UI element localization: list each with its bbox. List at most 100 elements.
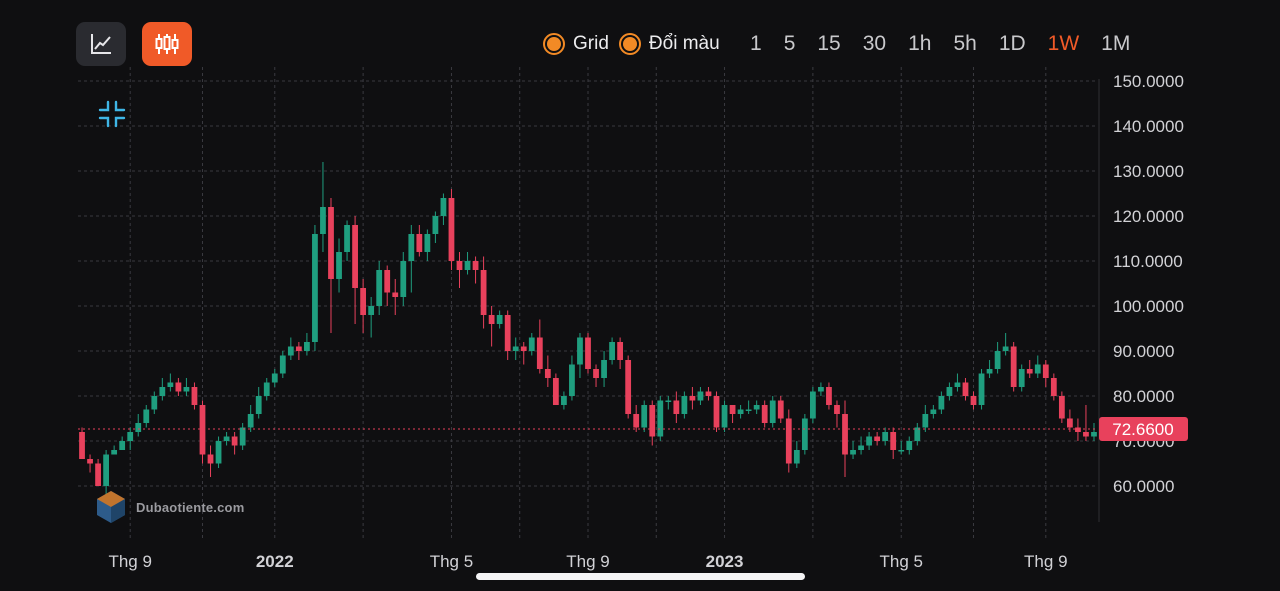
candle-body	[1034, 364, 1041, 374]
candle-body	[223, 436, 230, 441]
candle-body	[649, 405, 656, 437]
candle-body	[809, 391, 816, 419]
candle-body	[785, 418, 792, 464]
candle-body	[609, 342, 615, 360]
candle-body	[528, 337, 535, 351]
collapse-arrows-icon[interactable]	[96, 98, 128, 135]
color-swap-radio[interactable]	[618, 33, 641, 55]
candle-body	[336, 252, 342, 279]
candle-body	[175, 382, 182, 392]
candle-body	[850, 450, 856, 455]
line-chart-button[interactable]	[76, 22, 126, 66]
color-swap-option[interactable]: Đổi màu	[618, 33, 720, 55]
candle-body	[127, 432, 134, 441]
x-axis: Thg 9 2022 Thg 5 Thg 9 2023 Thg 5 Thg 9	[108, 552, 1067, 571]
x-tick-label: Thg 5	[430, 552, 473, 571]
candle-body	[544, 369, 551, 378]
candle-body	[432, 216, 439, 234]
candle-body	[946, 387, 953, 396]
candle-body	[424, 234, 431, 252]
candle-body	[970, 396, 977, 405]
candle-body	[866, 436, 872, 446]
candle-body	[826, 387, 832, 405]
candle-body	[986, 369, 993, 374]
candle-body	[368, 306, 375, 315]
candle-body	[657, 400, 664, 437]
candle-body	[761, 405, 768, 423]
interval-1w[interactable]: 1W	[1047, 32, 1080, 55]
candle-body	[593, 369, 599, 378]
interval-15[interactable]: 15	[817, 32, 841, 55]
candle-body	[464, 261, 471, 270]
candle-body	[504, 315, 511, 351]
candle-body	[287, 346, 294, 356]
candle-body	[95, 463, 101, 486]
candle-body	[633, 414, 640, 428]
interval-1d[interactable]: 1D	[998, 32, 1026, 55]
candle-body	[328, 207, 334, 279]
interval-1m[interactable]: 1M	[1101, 32, 1131, 55]
candle-body	[689, 396, 696, 401]
candle-body	[978, 373, 985, 405]
candle-body	[713, 396, 720, 428]
candle-body	[295, 346, 302, 351]
candle-body	[585, 337, 591, 369]
candle-body	[416, 234, 423, 252]
candle-body	[143, 409, 150, 423]
candle-body	[954, 382, 961, 387]
candle-body	[440, 198, 447, 216]
candle-body	[930, 409, 937, 414]
chart-grid	[78, 67, 1098, 540]
interval-5[interactable]: 5	[783, 32, 796, 55]
candle-body	[938, 396, 945, 410]
candle-body	[818, 387, 824, 392]
candle-body	[408, 234, 415, 261]
candle-body	[552, 378, 559, 405]
candle-body	[753, 405, 760, 410]
candle-body	[167, 382, 174, 387]
candle-body	[191, 387, 198, 405]
candle-body	[858, 445, 864, 450]
interval-5h[interactable]: 5h	[953, 32, 977, 55]
home-indicator[interactable]	[476, 573, 805, 580]
candle-body	[79, 432, 85, 459]
candle-body	[304, 342, 310, 351]
y-tick-label: 120.0000	[1113, 207, 1184, 226]
y-tick-label: 60.0000	[1113, 477, 1174, 496]
interval-1[interactable]: 1	[750, 32, 762, 55]
candle-body	[159, 387, 166, 396]
candle-body	[320, 207, 326, 234]
candle-body	[898, 450, 905, 452]
candle-body	[793, 450, 800, 464]
candle-body	[842, 414, 848, 455]
candle-body	[488, 315, 495, 324]
x-tick-label: 2022	[256, 552, 294, 571]
grid-option[interactable]: Grid	[543, 33, 609, 55]
candle-body	[207, 454, 214, 464]
candle-body	[625, 360, 632, 414]
candlestick-button[interactable]	[142, 22, 192, 66]
interval-1h[interactable]: 1h	[908, 32, 932, 55]
y-tick-label: 100.0000	[1113, 297, 1184, 316]
candle-body	[681, 396, 688, 414]
x-tick-label: Thg 9	[1024, 552, 1067, 571]
candle-body	[745, 409, 752, 411]
candle-body	[1083, 432, 1089, 437]
candle-body	[737, 409, 744, 414]
candle-body	[400, 261, 407, 297]
candles	[79, 162, 1097, 495]
candle-body	[834, 405, 840, 414]
candle-body	[665, 400, 672, 402]
interval-30[interactable]: 30	[862, 32, 887, 55]
candle-body	[480, 270, 487, 315]
grid-radio[interactable]	[543, 33, 565, 55]
candle-body	[119, 441, 126, 450]
chart-options: Grid Đổi màu	[543, 30, 730, 58]
candle-body	[801, 418, 808, 450]
candle-body	[496, 315, 503, 324]
watermark-logo-icon	[97, 491, 125, 523]
candle-body	[914, 427, 921, 441]
candle-body	[279, 355, 286, 374]
color-swap-option-label: Đổi màu	[648, 33, 720, 54]
